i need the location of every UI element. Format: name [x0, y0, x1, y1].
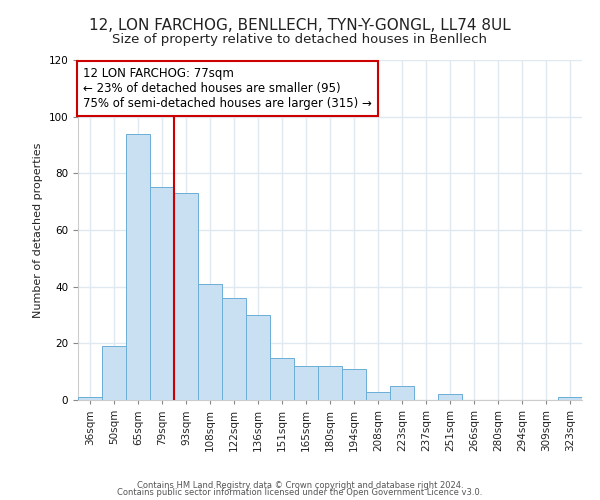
- Bar: [558, 397, 582, 400]
- Bar: [294, 366, 318, 400]
- Bar: [222, 298, 246, 400]
- Y-axis label: Number of detached properties: Number of detached properties: [33, 142, 43, 318]
- Bar: [150, 188, 174, 400]
- Bar: [438, 394, 462, 400]
- Bar: [270, 358, 294, 400]
- Bar: [78, 397, 102, 400]
- Bar: [126, 134, 150, 400]
- Bar: [342, 369, 366, 400]
- Bar: [318, 366, 342, 400]
- Bar: [390, 386, 414, 400]
- Bar: [198, 284, 222, 400]
- Bar: [102, 346, 126, 400]
- Text: Size of property relative to detached houses in Benllech: Size of property relative to detached ho…: [113, 32, 487, 46]
- Bar: [246, 315, 270, 400]
- Text: 12, LON FARCHOG, BENLLECH, TYN-Y-GONGL, LL74 8UL: 12, LON FARCHOG, BENLLECH, TYN-Y-GONGL, …: [89, 18, 511, 32]
- Bar: [366, 392, 390, 400]
- Text: Contains HM Land Registry data © Crown copyright and database right 2024.: Contains HM Land Registry data © Crown c…: [137, 480, 463, 490]
- Text: Contains public sector information licensed under the Open Government Licence v3: Contains public sector information licen…: [118, 488, 482, 497]
- Text: 12 LON FARCHOG: 77sqm
← 23% of detached houses are smaller (95)
75% of semi-deta: 12 LON FARCHOG: 77sqm ← 23% of detached …: [83, 67, 372, 110]
- Bar: [174, 193, 198, 400]
